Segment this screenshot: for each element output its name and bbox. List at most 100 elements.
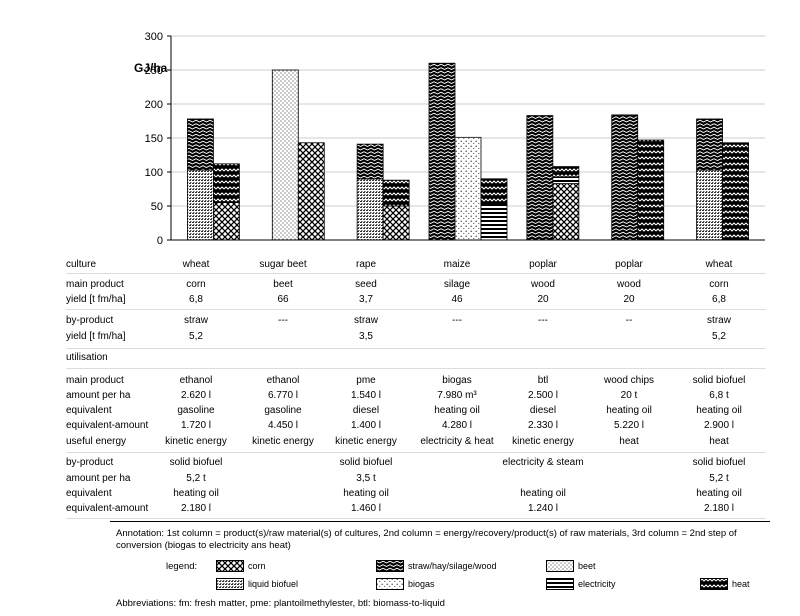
table-cell: seed <box>355 279 377 290</box>
table-cell: corn <box>709 279 729 290</box>
table-cell: 1.460 l <box>350 503 382 514</box>
annotation-rule <box>110 521 770 522</box>
table-cell: gasoline <box>177 405 215 416</box>
row-label: main product <box>66 375 124 386</box>
y-tick-label: 0 <box>157 235 163 247</box>
row-label: equivalent <box>66 405 112 416</box>
table-cell: straw <box>184 315 208 326</box>
table-cell: 5,2 <box>189 331 203 342</box>
legend-swatch-heat <box>700 578 728 590</box>
table-cell: 5,2 t <box>709 473 729 484</box>
bar-segment-straw <box>428 62 456 241</box>
table-cell: straw <box>707 315 731 326</box>
table-cell: heating oil <box>343 488 389 499</box>
table-cell: ethanol <box>179 375 213 386</box>
legend-label-biogas: biogas <box>408 579 435 589</box>
table-cell: 1.240 l <box>527 503 559 514</box>
table-cell: wood <box>531 279 555 290</box>
table-cell: 4.280 l <box>441 420 473 431</box>
bar-segment-electricity <box>552 176 580 184</box>
table-cell: 6,8 <box>712 294 726 305</box>
bar-segment-biogas <box>454 136 482 241</box>
table-cell: kinetic energy <box>335 436 397 447</box>
table-cell: kinetic energy <box>165 436 227 447</box>
bar-segment-straw <box>611 114 639 241</box>
legend-label: legend: <box>166 561 198 572</box>
table-cell: 3,5 t <box>356 473 376 484</box>
table-cell: diesel <box>352 405 380 416</box>
row-label: by-product <box>66 457 114 468</box>
table-cell: heating oil <box>606 405 652 416</box>
row-label: by-product <box>66 315 114 326</box>
bar-segment-liquid <box>356 178 384 241</box>
table-cell: poplar <box>529 259 557 270</box>
bar-segment-electricity <box>480 204 508 241</box>
table-cell: heating oil <box>173 488 219 499</box>
table-cell: 6,8 <box>189 294 203 305</box>
bar-segment-corn <box>213 202 240 241</box>
bar-segment-straw <box>696 118 723 171</box>
bar-segment-corn <box>297 142 325 241</box>
table-cell: --- <box>452 315 462 326</box>
table-cell: sugar beet <box>259 259 307 270</box>
table-cell: 20 <box>537 294 549 305</box>
table-cell: electricity & heat <box>420 436 494 447</box>
row-label: amount per ha <box>66 473 131 484</box>
legend-label-corn: corn <box>248 561 266 571</box>
y-axis-label: GJ/ha <box>134 61 168 75</box>
table-cell: straw <box>354 315 378 326</box>
legend-swatch-straw <box>376 560 404 572</box>
table-cell: 2.330 l <box>527 420 559 431</box>
table-cell: wood chips <box>603 375 655 386</box>
table-cell: diesel <box>529 405 557 416</box>
table-cell: solid biofuel <box>692 375 746 386</box>
y-tick-label: 150 <box>145 133 163 145</box>
table-cell: kinetic energy <box>252 436 314 447</box>
y-tick-label: 50 <box>151 201 163 213</box>
bar-segment-corn <box>552 183 580 241</box>
table-cell: 2.180 l <box>180 503 212 514</box>
table-rule <box>66 368 766 369</box>
legend-swatch-beet <box>546 560 574 572</box>
legend-label-electricity: electricity <box>578 579 616 589</box>
table-cell: heat <box>709 436 729 447</box>
legend-label-liquid: liquid biofuel <box>248 579 299 589</box>
table-cell: poplar <box>615 259 643 270</box>
table-cell: wheat <box>182 259 210 270</box>
table-cell: maize <box>443 259 471 270</box>
legend-swatch-corn <box>216 560 244 572</box>
bar-segment-straw <box>526 115 554 241</box>
table-cell: 66 <box>277 294 289 305</box>
table-cell: 1.720 l <box>180 420 212 431</box>
table-cell: corn <box>186 279 206 290</box>
bar-segment-corn <box>382 205 410 241</box>
table-cell: heating oil <box>520 488 566 499</box>
table-cell: rape <box>355 259 377 270</box>
row-label: amount per ha <box>66 390 131 401</box>
bar-segment-liquid <box>187 169 214 241</box>
bar-segment-heat <box>480 178 508 206</box>
table-rule <box>66 309 766 310</box>
bar-segment-liquid <box>696 169 723 241</box>
row-label: equivalent <box>66 488 112 499</box>
energy-yield-chart: 0 50 100 150 200 250 300 <box>145 31 765 247</box>
table-cell: 2.500 l <box>527 390 559 401</box>
table-cell: pme <box>356 375 376 386</box>
y-tick-label: 200 <box>145 99 163 111</box>
y-tick-label: 100 <box>145 167 163 179</box>
legend-label-heat: heat <box>732 579 750 589</box>
legend-swatch-biogas <box>376 578 404 590</box>
abbreviations-text: Abbreviations: fm: fresh matter, pme: pl… <box>116 598 445 609</box>
table-cell: 5,2 t <box>186 473 206 484</box>
table-cell: 5.220 l <box>613 420 645 431</box>
table-cell: kinetic energy <box>512 436 574 447</box>
bar-segment-straw <box>187 118 214 171</box>
bar-segment-heat <box>552 166 580 178</box>
table-cell: solid biofuel <box>339 457 393 468</box>
row-label: culture <box>66 259 97 270</box>
table-cell: 3,5 <box>359 331 373 342</box>
table-cell: beet <box>273 279 293 290</box>
table-rule <box>66 518 766 519</box>
y-tick-label: 250 <box>145 65 163 77</box>
table-cell: 3,7 <box>359 294 373 305</box>
